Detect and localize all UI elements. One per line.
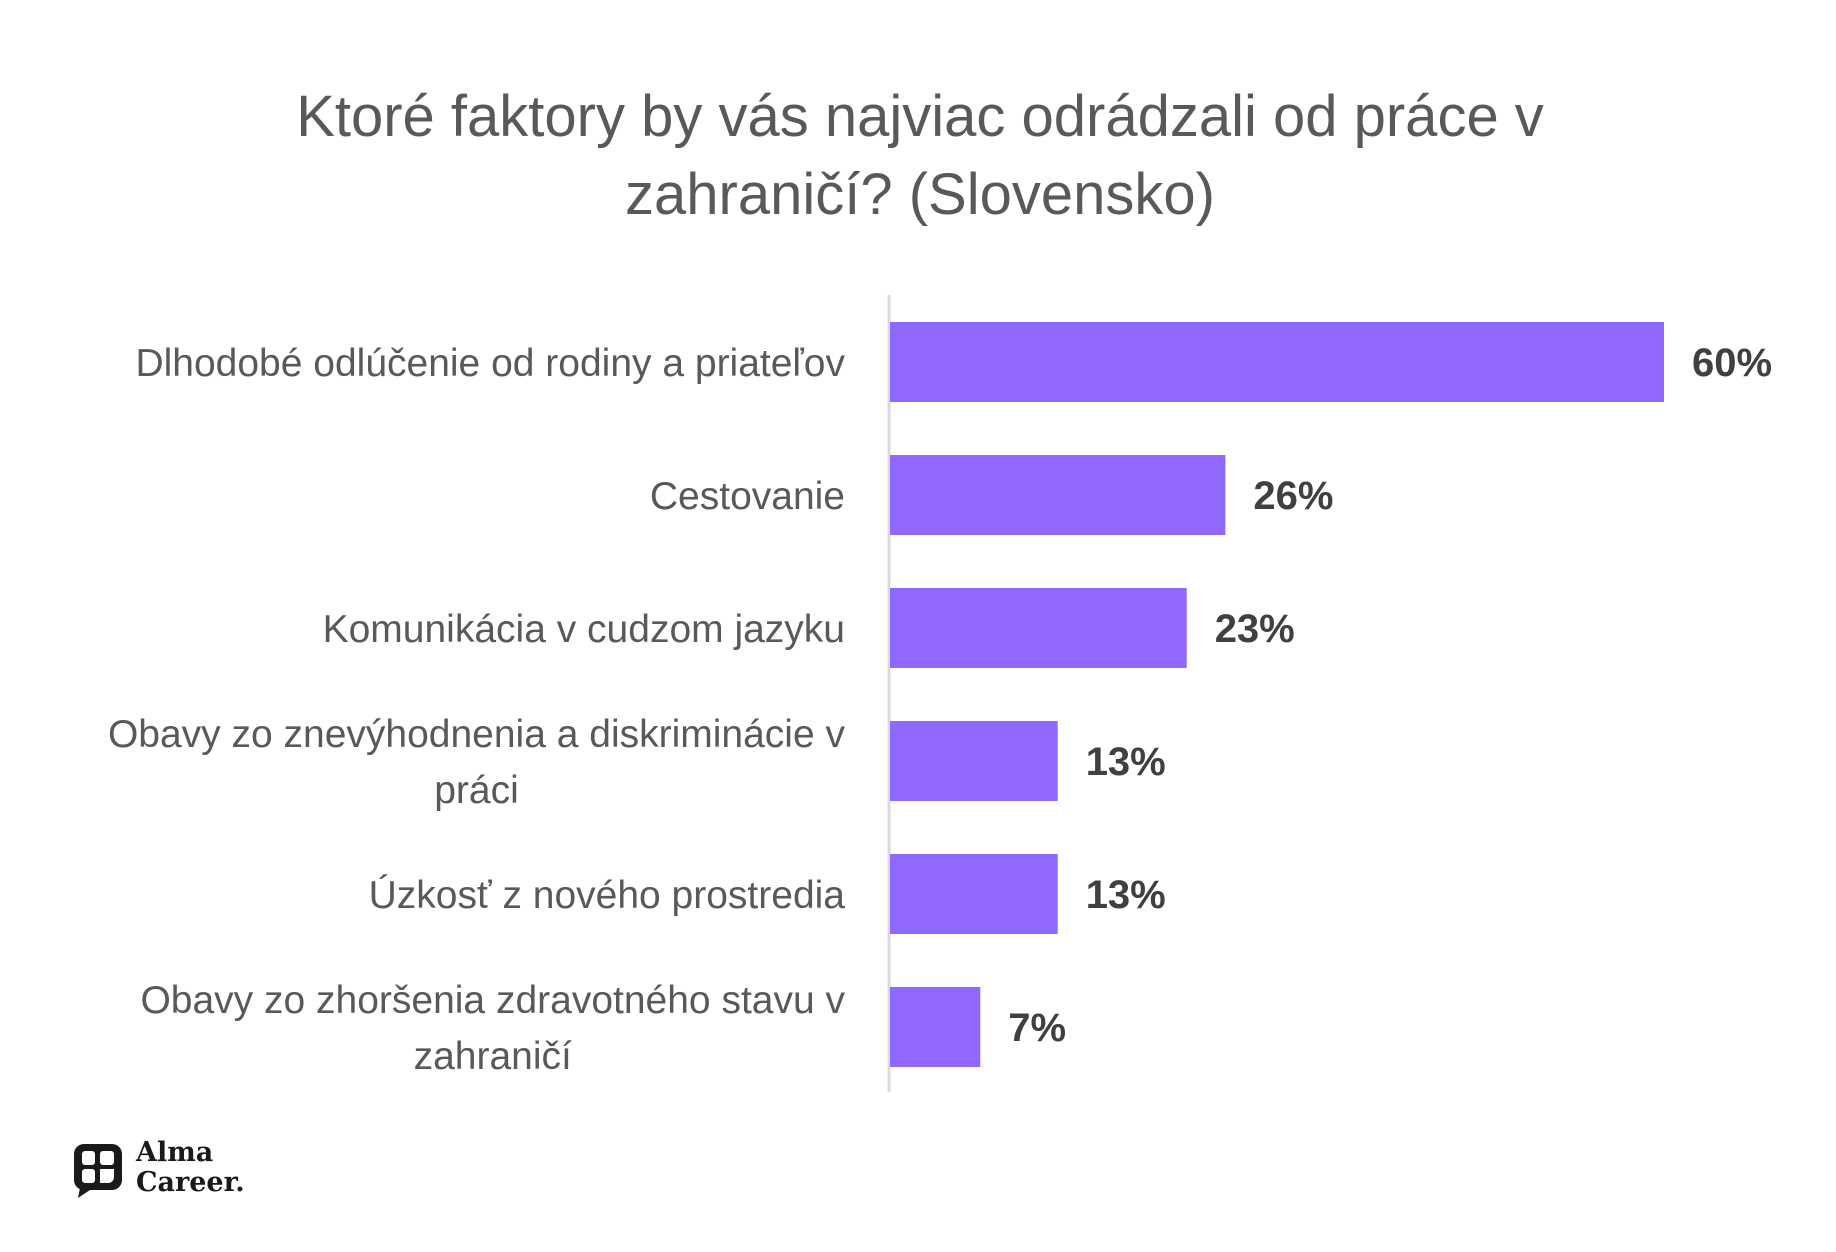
bar-value-label: 26% <box>1253 474 1333 518</box>
category-tick-label: Obavy zo znevýhodnenia a diskriminácie v <box>108 713 846 756</box>
category-tick-label: práci <box>434 769 519 812</box>
bar-value-label: 60% <box>1692 341 1772 385</box>
alma-career-wordmark: Alma Career. <box>136 1138 245 1198</box>
bar <box>890 322 1664 402</box>
bar-value-label: 23% <box>1215 607 1295 651</box>
bar <box>890 455 1226 535</box>
bar-value-label: 7% <box>1008 1006 1066 1050</box>
alma-career-logo: Alma Career. <box>72 1138 252 1202</box>
bar <box>890 987 981 1067</box>
category-tick-label: Komunikácia v cudzom jazyku <box>323 608 845 651</box>
bar <box>890 721 1058 801</box>
chart-title-line: Ktoré faktory by vás najviac odrádzali o… <box>296 84 1544 149</box>
category-tick-label: Úzkosť z nového prostredia <box>369 874 846 917</box>
bar <box>890 854 1058 934</box>
chart-title: Ktoré faktory by vás najviac odrádzali o… <box>120 78 1720 234</box>
alma-career-logo-mark-icon <box>74 1144 122 1198</box>
logo-line-2: Career. <box>136 1167 245 1198</box>
logo-line-1: Alma <box>136 1137 214 1168</box>
category-tick-label: Dlhodobé odlúčenie od rodiny a priateľov <box>135 342 845 385</box>
bar-value-label: 13% <box>1086 873 1166 917</box>
category-tick-label: Cestovanie <box>650 475 845 518</box>
category-tick-label: Obavy zo zhoršenia zdravotného stavu v <box>140 979 845 1022</box>
bar <box>890 588 1187 668</box>
bar-value-label: 13% <box>1086 740 1166 784</box>
chart-title-line: zahraničí? (Slovensko) <box>625 162 1215 227</box>
category-tick-label: zahraničí <box>414 1035 572 1078</box>
